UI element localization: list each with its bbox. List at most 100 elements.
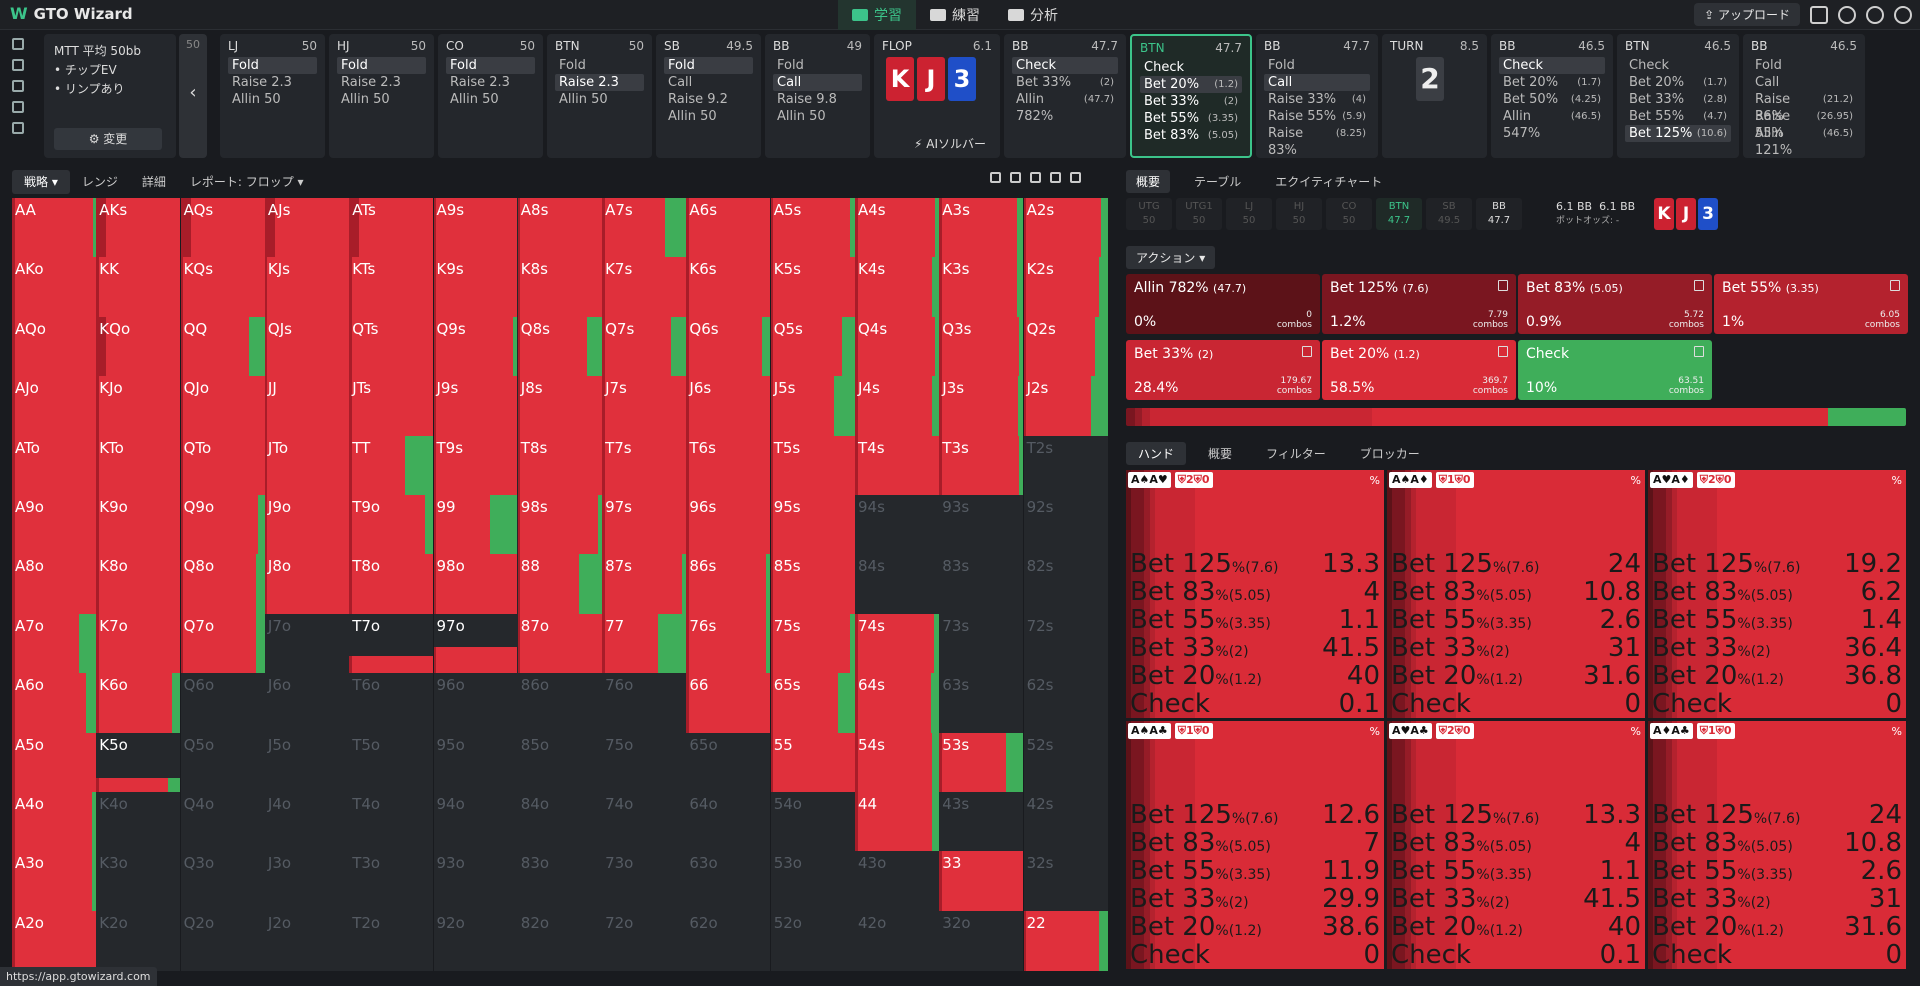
hand-cell-T8o[interactable]: T8o: [349, 554, 434, 615]
action-option[interactable]: Bet 33% (2): [1140, 93, 1242, 110]
hand-cell-K9o[interactable]: K9o: [96, 495, 181, 555]
hand-cell-93s[interactable]: 93s: [939, 495, 1024, 555]
hand-cell-KJs[interactable]: KJs: [264, 257, 349, 318]
hand-cell-62o[interactable]: 62o: [686, 910, 771, 971]
action-option[interactable]: Call: [773, 74, 862, 91]
hand-cell-KQo[interactable]: KQo: [96, 316, 181, 377]
hand-cell-T9s[interactable]: T9s: [433, 435, 518, 496]
right-tab-0[interactable]: 概要: [1126, 170, 1171, 193]
action-card-bb[interactable]: BB 46.5 Fold Call Raise 36% (21.2) Raise 55% (2…: [1743, 34, 1865, 158]
action-option[interactable]: Bet 50% (4.25): [1499, 91, 1605, 108]
hand-cell-K7s[interactable]: K7s: [602, 257, 687, 318]
hand-cell-76o[interactable]: 76o: [602, 673, 687, 734]
hand-cell-T7s[interactable]: T7s: [602, 435, 687, 496]
action-option[interactable]: Raise 33% (4): [1264, 91, 1370, 108]
hand-cell-Q2s[interactable]: Q2s: [1023, 316, 1108, 377]
hand-cell-T4o[interactable]: T4o: [349, 792, 434, 852]
settings-slider-icon[interactable]: [12, 122, 24, 134]
action-card-hj[interactable]: HJ 50 Fold Raise 2.3 Allin 50: [329, 34, 434, 158]
action-box-2[interactable]: Bet 83% (5.05) 0.9% 5.72 combos: [1518, 274, 1712, 334]
hand-cell-J6s[interactable]: J6s: [686, 376, 771, 437]
hand-cell-A6o[interactable]: A6o: [12, 673, 96, 734]
bookmark-icon[interactable]: [12, 38, 24, 50]
hand-cell-64o[interactable]: 64o: [686, 792, 771, 852]
hand-cell-J5s[interactable]: J5s: [770, 376, 855, 437]
hand-cell-53o[interactable]: 53o: [770, 851, 855, 912]
upload-button[interactable]: ⇪ アップロード: [1694, 3, 1800, 26]
action-option[interactable]: Bet 83% (5.05): [1140, 127, 1242, 144]
hand-cell-75s[interactable]: 75s: [770, 613, 855, 674]
hand-cell-32o[interactable]: 32o: [939, 910, 1024, 971]
hand-cell-QQ[interactable]: QQ: [180, 316, 265, 377]
hand-cell-A7o[interactable]: A7o: [12, 613, 96, 674]
action-option[interactable]: Raise 83% (8.25): [1264, 125, 1370, 158]
action-option[interactable]: Call: [1264, 74, 1370, 91]
hand-cell-A2s[interactable]: A2s: [1023, 198, 1108, 258]
hand-cell-A3o[interactable]: A3o: [12, 851, 96, 912]
action-option[interactable]: Check: [1140, 59, 1242, 76]
hand-cell-Q4s[interactable]: Q4s: [855, 316, 939, 377]
history-icon[interactable]: [12, 59, 24, 71]
action-option[interactable]: Fold: [228, 57, 317, 74]
hand-cell-AA[interactable]: AA: [12, 198, 96, 258]
right-tab-2[interactable]: エクイティチャート: [1275, 175, 1383, 189]
action-option[interactable]: Bet 20% (1.7): [1625, 74, 1731, 91]
hand-cell-75o[interactable]: 75o: [602, 732, 687, 793]
action-option[interactable]: Fold: [555, 57, 644, 74]
hand-cell-42o[interactable]: 42o: [855, 910, 939, 971]
action-option[interactable]: Allin 50: [664, 108, 753, 125]
nav-分析[interactable]: 分析: [994, 0, 1072, 30]
hand-cell-QJo[interactable]: QJo: [180, 376, 265, 437]
hand-cell-72o[interactable]: 72o: [602, 910, 687, 971]
hand-cell-96s[interactable]: 96s: [686, 495, 771, 555]
hand-cell-T3o[interactable]: T3o: [349, 851, 434, 912]
hand-cell-Q6o[interactable]: Q6o: [180, 673, 265, 734]
action-option[interactable]: Bet 20% (1.2): [1140, 76, 1242, 93]
position-hj[interactable]: HJ 50: [1276, 198, 1322, 230]
back-column[interactable]: 50 ‹: [179, 34, 207, 158]
view-mode-icon-3[interactable]: [1030, 172, 1041, 183]
hand-cell-Q7o[interactable]: Q7o: [180, 613, 265, 674]
hand-cell-88[interactable]: 88: [517, 554, 602, 615]
hand-cell-53s[interactable]: 53s: [939, 732, 1024, 793]
hand-cell-T7o[interactable]: T7o: [349, 613, 434, 674]
hand-cell-A4s[interactable]: A4s: [855, 198, 939, 258]
tab-2[interactable]: 詳細: [141, 175, 166, 189]
action-box-4[interactable]: Bet 33% (2) 28.4% 179.67 combos: [1126, 340, 1320, 400]
hand-cell-83o[interactable]: 83o: [517, 851, 602, 912]
action-option[interactable]: Fold: [664, 57, 753, 74]
action-option[interactable]: Raise 55% (5.9): [1264, 108, 1370, 125]
hand-cell-73o[interactable]: 73o: [602, 851, 687, 912]
hand-tab-3[interactable]: ブロッカー: [1359, 447, 1420, 461]
action-dropdown[interactable]: アクション ▾: [1126, 246, 1216, 269]
hand-cell-Q9s[interactable]: Q9s: [433, 316, 518, 377]
hand-cell-A9o[interactable]: A9o: [12, 495, 96, 555]
hand-cell-T2o[interactable]: T2o: [349, 910, 434, 971]
hand-cell-AQo[interactable]: AQo: [12, 316, 96, 377]
view-mode-icon-5[interactable]: [1070, 172, 1081, 183]
action-option[interactable]: Bet 125% (10.6): [1625, 125, 1731, 142]
hand-cell-J4s[interactable]: J4s: [855, 376, 939, 437]
action-option[interactable]: Raise 9.2: [664, 91, 753, 108]
hand-cell-A8o[interactable]: A8o: [12, 554, 96, 615]
action-card-btn[interactable]: BTN 46.5 Check Bet 20% (1.7) Bet 33% (2.8) Bet …: [1617, 34, 1739, 158]
hand-cell-97o[interactable]: 97o: [433, 613, 518, 674]
hand-cell-63s[interactable]: 63s: [939, 673, 1024, 734]
hand-cell-95o[interactable]: 95o: [433, 732, 518, 793]
hand-cell-94s[interactable]: 94s: [855, 495, 939, 555]
hand-cell-T5s[interactable]: T5s: [770, 435, 855, 496]
position-lj[interactable]: LJ 50: [1226, 198, 1272, 230]
hand-cell-T9o[interactable]: T9o: [349, 495, 434, 555]
hand-cell-JJ[interactable]: JJ: [264, 376, 349, 437]
action-card-sb[interactable]: SB 49.5 Fold Call Raise 9.2 Allin 50: [656, 34, 761, 158]
detail-icon[interactable]: [1694, 280, 1704, 291]
action-option[interactable]: Check: [1499, 57, 1605, 74]
hand-cell-99[interactable]: 99: [433, 495, 518, 555]
help-icon[interactable]: [1838, 5, 1856, 24]
hand-cell-33[interactable]: 33: [939, 851, 1024, 912]
action-option[interactable]: Raise 2.3: [555, 74, 644, 91]
hand-cell-98s[interactable]: 98s: [517, 495, 602, 555]
hand-cell-AKo[interactable]: AKo: [12, 257, 96, 318]
hand-cell-44[interactable]: 44: [855, 792, 939, 852]
position-utg1[interactable]: UTG1 50: [1176, 198, 1222, 230]
